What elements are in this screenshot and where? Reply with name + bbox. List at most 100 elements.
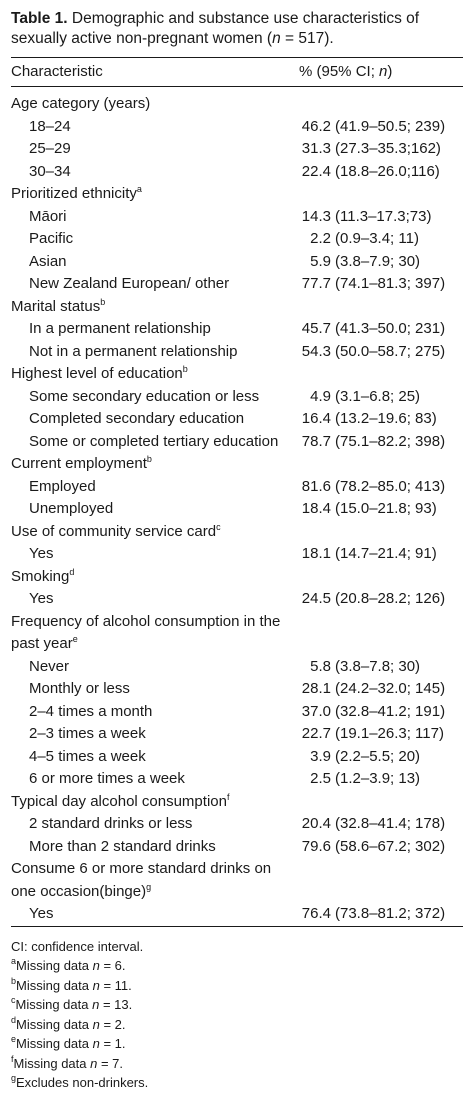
ci-value: (24.2–32.0; 145): [335, 680, 446, 697]
header-characteristic: Characteristic: [11, 63, 103, 80]
group-row: Typical day alcohol consumptionf: [11, 791, 463, 814]
table-row: Yes 76.4 (73.8–81.2; 372): [11, 903, 463, 926]
ci-value: (41.9–50.5; 239): [335, 117, 446, 135]
row-value: 14.3 (11.3–17.3;73): [299, 206, 463, 229]
footnote-text: Missing data: [13, 1055, 91, 1071]
footnote-text: CI: confidence interval.: [11, 938, 144, 954]
percent-value: 45.7: [301, 320, 331, 337]
ci-value: (73.8–81.2; 372): [335, 905, 446, 922]
table-row: Unemployed 18.4 (15.0–21.8; 93): [11, 498, 463, 521]
table-row: Asian 5.9 (3.8–7.9; 30): [11, 251, 463, 274]
row-label: Māori: [29, 207, 67, 225]
row-value: 3.9 (2.2–5.5; 20): [299, 746, 463, 769]
percent-value: 78.7: [301, 432, 331, 450]
percent-value: 18.4: [301, 500, 331, 517]
footnote-marker: g: [146, 881, 152, 892]
table-row: Yes 24.5 (20.8–28.2; 126): [11, 588, 463, 611]
row-label: Yes: [29, 590, 54, 607]
header-rule: [11, 86, 463, 87]
row-value: [299, 183, 463, 206]
footnote: cMissing data n = 13.: [11, 995, 463, 1015]
header-percent: % (95% CI; n): [299, 63, 393, 80]
footnote-marker: e: [11, 1034, 17, 1044]
row-label: Some secondary education or less: [29, 387, 260, 405]
percent-value: 76.4: [301, 905, 331, 922]
percent-value: 81.6: [301, 477, 331, 495]
group-row: Use of community service cardc: [11, 521, 463, 544]
footnote-value: = 6.: [99, 958, 126, 973]
ci-value: (3.1–6.8; 25): [335, 387, 421, 405]
group-row: Frequency of alcohol consumption in the …: [11, 611, 463, 656]
row-label: Some or completed tertiary education: [29, 432, 279, 450]
row-value: 22.7 (19.1–26.3; 117): [299, 723, 463, 746]
footnote: bMissing data n = 11.: [11, 976, 463, 996]
ci-value: (27.3–35.3;162): [335, 140, 441, 157]
row-value: 24.5 (20.8–28.2; 126): [299, 588, 463, 611]
footnote-text: Missing data: [15, 997, 93, 1012]
ci-value: (14.7–21.4; 91): [335, 545, 437, 562]
row-value: [299, 296, 463, 319]
percent-value: 4.9: [310, 387, 331, 405]
header-n: n: [379, 63, 388, 80]
footnote-value: = 13.: [99, 997, 133, 1012]
table-row: Māori 14.3 (11.3–17.3;73): [11, 206, 463, 229]
ci-value: (2.2–5.5; 20): [335, 747, 421, 765]
footnote-n: n: [92, 977, 100, 993]
row-value: [299, 566, 463, 589]
footnote-marker: d: [69, 566, 75, 577]
percent-value: 14.3: [301, 207, 331, 225]
row-value: 2.5 (1.2–3.9; 13): [299, 768, 463, 791]
footnote-marker: e: [72, 634, 78, 644]
table-row: 6 or more times a week 2.5 (1.2–3.9; 13): [11, 768, 463, 791]
percent-value: 5.8: [310, 657, 331, 675]
ci-value: (18.8–26.0;116): [335, 162, 440, 180]
ci-value: (1.2–3.9; 13): [335, 770, 421, 787]
ci-value: (32.8–41.2; 191): [335, 702, 446, 720]
footnote-text: Missing data: [16, 1016, 93, 1032]
ci-value: (13.2–19.6; 83): [335, 410, 437, 427]
footnote-marker: b: [100, 296, 106, 307]
footnote-text: Missing data: [16, 1036, 93, 1051]
table-caption: Table 1. Demographic and substance use c…: [11, 9, 463, 49]
percent-value: 2.2: [310, 230, 331, 247]
ci-value: (3.8–7.9; 30): [335, 252, 421, 270]
group-label: Age category (years): [11, 95, 151, 112]
table-row: Yes 18.1 (14.7–21.4; 91): [11, 543, 463, 566]
table-row: 2–3 times a week 22.7 (19.1–26.3; 117): [11, 723, 463, 746]
row-value: 79.6 (58.6–67.2; 302): [299, 836, 463, 859]
footnote-marker: a: [11, 956, 17, 966]
row-value: 54.3 (50.0–58.7; 275): [299, 341, 463, 364]
group-label: Frequency of alcohol consumption in the …: [11, 612, 281, 653]
ci-value: (11.3–17.3;73): [335, 207, 432, 225]
group-label: Consume 6 or more standard drinks on one…: [11, 860, 272, 900]
row-value: [299, 791, 463, 814]
row-label: More than 2 standard drinks: [29, 837, 216, 855]
row-label: 30–34: [29, 162, 71, 180]
table-row: Some or completed tertiary education 78.7…: [11, 431, 463, 454]
footnote-text: Missing data: [16, 977, 93, 993]
row-label: In a permanent relationship: [29, 320, 211, 337]
caption-text: Demographic and substance use characteri…: [11, 10, 420, 47]
footnote-value: = 1.: [99, 1036, 126, 1051]
footnote-marker: f: [11, 1053, 14, 1064]
table-row: Completed secondary education 16.4 (13.2–1…: [11, 408, 463, 431]
percent-value: 18.1: [301, 545, 331, 562]
footnote-n: n: [90, 1055, 98, 1071]
footnote-marker: c: [11, 995, 16, 1005]
row-label: Pacific: [29, 230, 74, 247]
table-row: 30–34 22.4 (18.8–26.0;116): [11, 161, 463, 184]
group-label: Highest level of educationb: [11, 364, 188, 383]
caption-text-end: = 517).: [280, 30, 334, 47]
row-value: [299, 611, 463, 656]
ci-value: (41.3–50.0; 231): [335, 320, 446, 337]
footnote: eMissing data n = 1.: [11, 1034, 463, 1054]
row-label: 25–29: [29, 140, 71, 157]
group-row: Smokingd: [11, 566, 463, 589]
footnote-marker: g: [11, 1073, 17, 1083]
group-row: Age category (years): [11, 93, 463, 116]
group-row: Current employmentb: [11, 453, 463, 476]
table-row: Never 5.8 (3.8–7.8; 30): [11, 656, 463, 679]
table-footnotes: CI: confidence interval. aMissing data n …: [11, 927, 463, 1093]
table-row: 4–5 times a week 3.9 (2.2–5.5; 20): [11, 746, 463, 769]
row-label: Asian: [29, 252, 67, 270]
